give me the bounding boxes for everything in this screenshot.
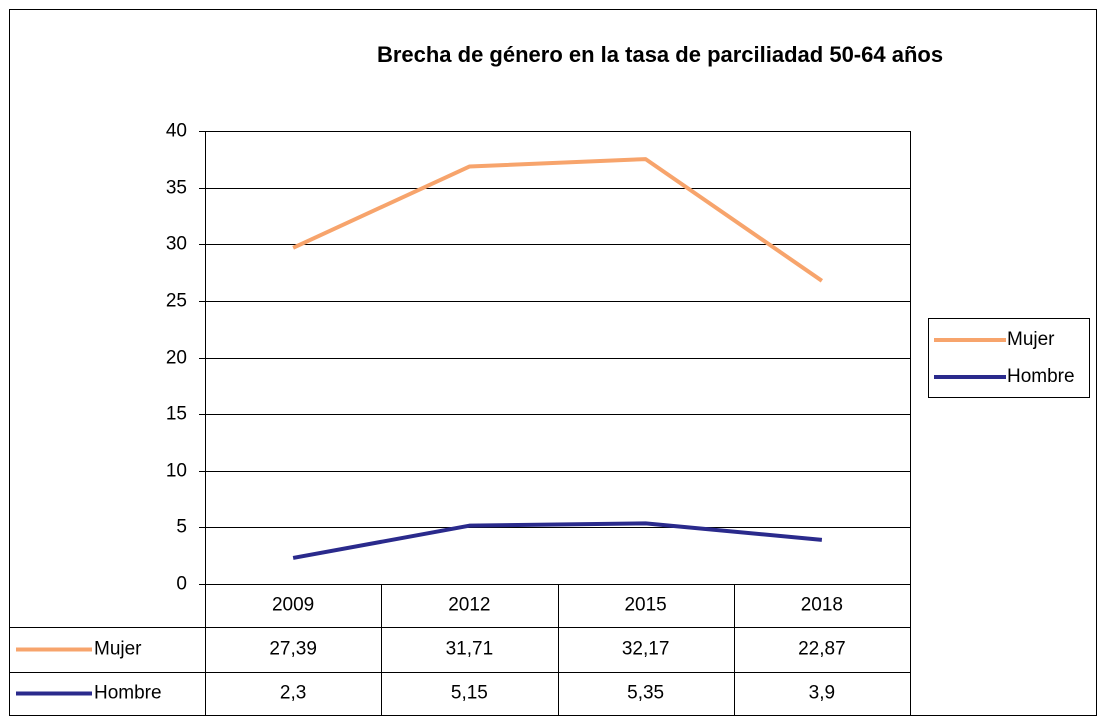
- table-value: 5,35: [627, 683, 664, 704]
- y-tick-label: 15: [166, 404, 187, 425]
- legend-label: Mujer: [1007, 329, 1055, 350]
- legend-box: [928, 318, 1090, 398]
- x-tick-label: 2018: [801, 595, 843, 616]
- table-row-label: Mujer: [94, 639, 142, 660]
- table-value: 22,87: [798, 639, 846, 660]
- y-tick-label: 10: [166, 461, 187, 482]
- table-value: 2,3: [280, 683, 306, 704]
- table-value: 5,15: [451, 683, 488, 704]
- y-tick-label: 40: [166, 121, 187, 142]
- line-series: [292, 157, 824, 283]
- x-tick-label: 2012: [448, 595, 490, 616]
- x-tick-label: 2009: [272, 595, 314, 616]
- y-tick-label: 0: [176, 574, 187, 595]
- legend-label: Hombre: [1007, 366, 1075, 387]
- y-tick-label: 30: [166, 234, 187, 255]
- line-series: [292, 521, 823, 560]
- table-value: 27,39: [269, 639, 317, 660]
- y-tick-label: 35: [166, 178, 187, 199]
- y-tick-label: 20: [166, 348, 187, 369]
- chart-frame: [9, 9, 1097, 716]
- table-value: 31,71: [446, 639, 494, 660]
- chart-title: Brecha de género en la tasa de parciliad…: [377, 42, 943, 67]
- x-tick-label: 2015: [624, 595, 666, 616]
- table-value: 3,9: [809, 683, 835, 704]
- table-value: 32,17: [622, 639, 670, 660]
- y-tick-label: 5: [176, 517, 187, 538]
- table-row-label: Hombre: [94, 683, 162, 704]
- y-tick-label: 25: [166, 291, 187, 312]
